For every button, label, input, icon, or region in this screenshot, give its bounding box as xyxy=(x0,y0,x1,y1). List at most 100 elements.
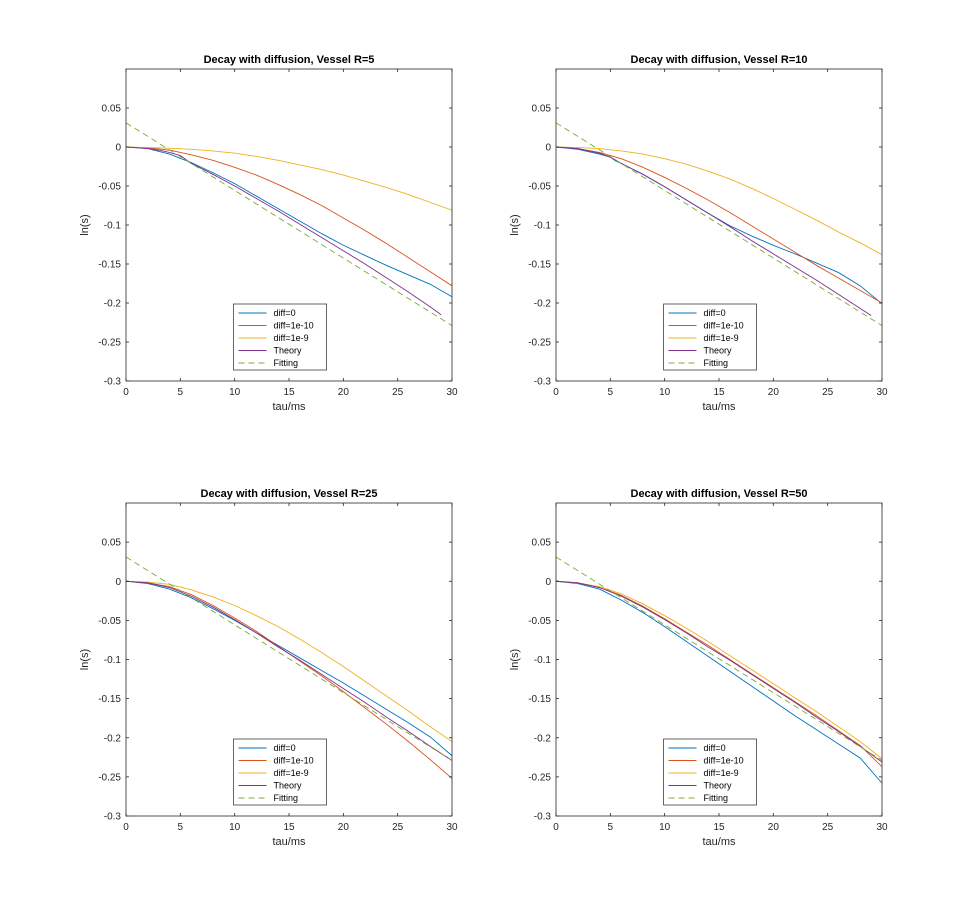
legend-entry: Fitting xyxy=(704,793,729,803)
x-tick-label: 30 xyxy=(876,822,888,833)
x-axis-label: tau/ms xyxy=(272,836,306,848)
y-tick-label: -0.3 xyxy=(104,812,122,823)
x-axis-label: tau/ms xyxy=(702,401,736,413)
legend-entry: diff=0 xyxy=(274,308,296,318)
legend-entry: Fitting xyxy=(274,358,299,368)
y-tick-label: -0.15 xyxy=(98,260,121,271)
series-line-4 xyxy=(556,580,882,763)
y-axis-label: ln(s) xyxy=(79,649,91,670)
legend-box xyxy=(233,303,327,371)
y-tick-label: -0.3 xyxy=(104,377,122,388)
y-tick-label: 0.05 xyxy=(532,538,552,549)
y-tick-label: -0.1 xyxy=(534,221,552,232)
y-tick-label: -0.2 xyxy=(534,299,552,310)
legend-entry: Theory xyxy=(274,781,303,791)
series-line-2 xyxy=(126,146,452,287)
series-line-3 xyxy=(556,146,882,256)
series-line-5 xyxy=(126,122,452,327)
x-tick-label: 0 xyxy=(123,822,129,833)
chart-panel-2: 0 5 10 15 20 25 30 -0.3 -0.25 -0.2 -0.15 -0.1 -0.05 0… xyxy=(509,54,888,413)
legend-entry: diff=0 xyxy=(704,308,726,318)
y-tick-label: -0.15 xyxy=(528,260,551,271)
x-tick-label: 20 xyxy=(338,387,350,398)
y-tick-label: -0.15 xyxy=(98,694,121,705)
series-group xyxy=(126,122,452,327)
chart-title: Decay with diffusion, Vessel R=25 xyxy=(201,488,378,500)
y-tick-label: -0.25 xyxy=(98,338,121,349)
x-tick-label: 10 xyxy=(659,387,671,398)
series-line-5 xyxy=(556,556,882,761)
x-tick-label: 30 xyxy=(876,387,888,398)
x-tick-label: 0 xyxy=(553,387,559,398)
series-line-3 xyxy=(126,580,452,743)
series-line-3 xyxy=(556,580,882,760)
y-tick-label: -0.05 xyxy=(528,182,551,193)
legend-box xyxy=(663,738,757,806)
y-tick-label: 0.05 xyxy=(102,538,122,549)
legend: diff=0 diff=1e-10 diff=1e-9 Theory Fitting xyxy=(663,303,757,371)
x-tick-label: 10 xyxy=(229,387,241,398)
chart-panel-3: 0 5 10 15 20 25 30 -0.3 -0.25 -0.2 -0.15 -0.1 -0.05 0… xyxy=(79,488,458,848)
x-axis-label: tau/ms xyxy=(702,836,736,848)
x-tick-label: 25 xyxy=(822,387,834,398)
series-line-5 xyxy=(556,122,882,327)
y-tick-label: -0.05 xyxy=(98,182,121,193)
x-axis-label: tau/ms xyxy=(272,401,306,413)
legend: diff=0 diff=1e-10 diff=1e-9 Theory Fitting xyxy=(233,738,327,806)
x-tick-label: 20 xyxy=(768,387,780,398)
y-tick-label: 0.05 xyxy=(532,104,552,115)
legend-entry: diff=1e-9 xyxy=(274,768,309,778)
y-axis-label: ln(s) xyxy=(509,649,521,670)
x-tick-label: 20 xyxy=(768,822,780,833)
y-tick-label: 0 xyxy=(115,143,121,154)
x-tick-label: 15 xyxy=(283,822,295,833)
legend-entry: Fitting xyxy=(274,793,299,803)
y-tick-label: 0 xyxy=(545,577,551,588)
legend-entry: Theory xyxy=(704,781,733,791)
x-tick-label: 5 xyxy=(178,387,184,398)
legend: diff=0 diff=1e-10 diff=1e-9 Theory Fitting xyxy=(663,738,757,806)
series-line-4 xyxy=(126,146,442,316)
legend-entry: diff=1e-10 xyxy=(274,321,314,331)
series-line-4 xyxy=(126,580,452,761)
y-tick-label: -0.25 xyxy=(98,772,121,783)
y-tick-label: 0 xyxy=(115,577,121,588)
x-tick-label: 10 xyxy=(229,822,241,833)
x-tick-label: 15 xyxy=(713,387,725,398)
y-tick-label: -0.3 xyxy=(534,377,552,388)
legend-entry: diff=1e-9 xyxy=(274,333,309,343)
y-tick-label: -0.2 xyxy=(104,733,122,744)
legend-box xyxy=(663,303,757,371)
x-tick-label: 25 xyxy=(392,387,404,398)
y-tick-label: -0.3 xyxy=(534,812,552,823)
y-tick-label: -0.05 xyxy=(98,616,121,627)
x-tick-label: 5 xyxy=(178,822,184,833)
x-tick-label: 0 xyxy=(123,387,129,398)
chart-title: Decay with diffusion, Vessel R=10 xyxy=(631,54,808,66)
legend-entry: diff=0 xyxy=(274,743,296,753)
series-group xyxy=(556,556,882,784)
series-line-2 xyxy=(556,146,882,304)
series-line-1 xyxy=(556,580,882,784)
y-tick-label: -0.1 xyxy=(534,655,552,666)
x-tick-label: 5 xyxy=(608,387,614,398)
y-tick-label: 0.05 xyxy=(102,104,122,115)
chart-title: Decay with diffusion, Vessel R=50 xyxy=(631,488,808,500)
x-tick-label: 15 xyxy=(283,387,295,398)
y-tick-label: 0 xyxy=(545,143,551,154)
legend-entry: diff=0 xyxy=(704,743,726,753)
y-tick-label: -0.1 xyxy=(104,655,122,666)
y-tick-label: -0.25 xyxy=(528,772,551,783)
legend-entry: Theory xyxy=(704,346,733,356)
y-tick-label: -0.05 xyxy=(528,616,551,627)
x-tick-label: 30 xyxy=(446,822,458,833)
x-tick-label: 10 xyxy=(659,822,671,833)
y-tick-label: -0.25 xyxy=(528,338,551,349)
x-tick-label: 25 xyxy=(822,822,834,833)
legend-box xyxy=(233,738,327,806)
x-tick-label: 15 xyxy=(713,822,725,833)
legend-entry: diff=1e-10 xyxy=(704,756,744,766)
y-tick-label: -0.15 xyxy=(528,694,551,705)
chart-title: Decay with diffusion, Vessel R=5 xyxy=(204,54,375,66)
